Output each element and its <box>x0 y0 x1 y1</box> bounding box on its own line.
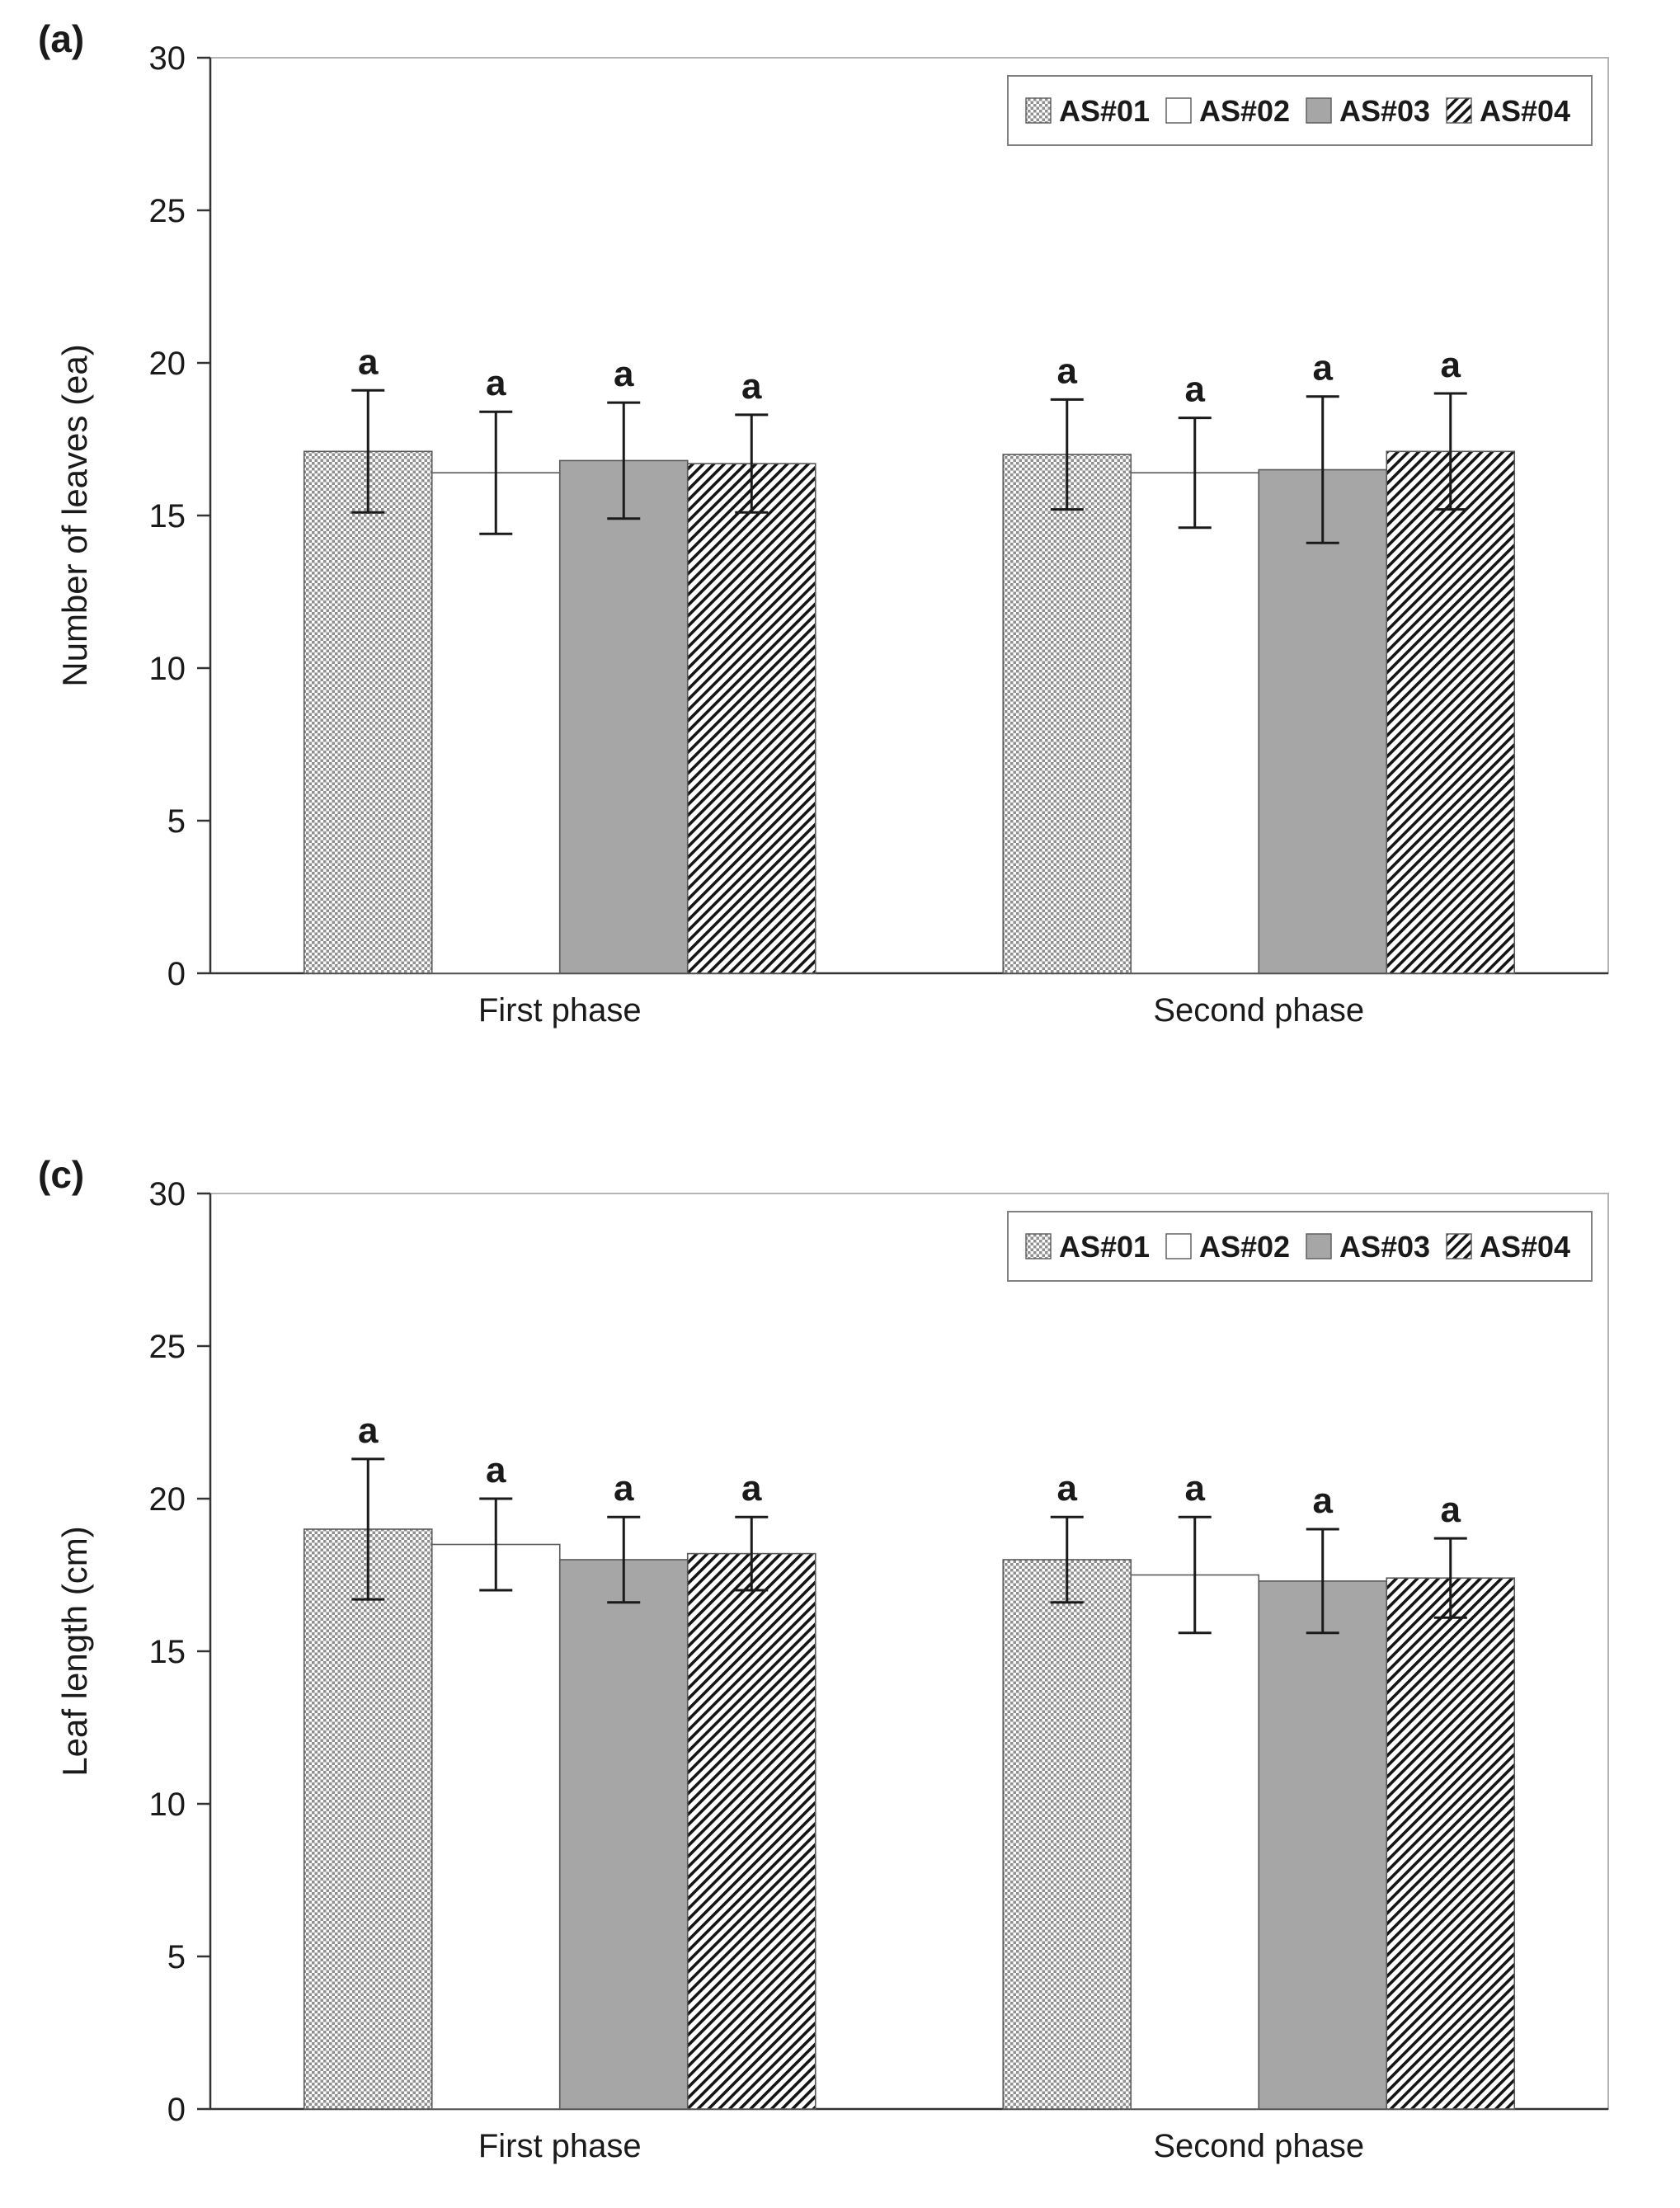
sig-label: a <box>1441 1490 1461 1530</box>
sig-label: a <box>486 1450 506 1490</box>
y-tick-label: 15 <box>149 498 186 534</box>
bar-as03-group1 <box>558 1559 689 2110</box>
x-category-label: First phase <box>478 2128 642 2164</box>
y-tick-label: 30 <box>149 1176 186 1212</box>
legend-swatch-dots <box>1025 1233 1052 1259</box>
y-tick-label: 20 <box>149 1481 186 1518</box>
y-axis-title: Leaf length (cm) <box>55 1526 94 1776</box>
panel-label-c: (c) <box>38 1153 85 1196</box>
bar-as01-group1 <box>303 1528 433 2110</box>
legend-label: AS#02 <box>1199 94 1290 128</box>
sig-label: a <box>1313 348 1334 388</box>
legend-swatch-solid <box>1306 1233 1332 1259</box>
bar-as02-group1 <box>431 1543 561 2110</box>
bar-chart-number-of-leaves: 0 5 10 15 20 25 30 Number of leaves (ea) First p… <box>55 40 1609 1029</box>
sig-label: a <box>614 1468 634 1509</box>
x-category-label: Second phase <box>1153 2128 1364 2164</box>
legend-label: AS#04 <box>1480 94 1570 128</box>
sig-label: a <box>486 363 506 403</box>
sig-label: a <box>1057 351 1078 391</box>
legend-swatch-solid <box>1306 97 1332 124</box>
bar-as03-group1 <box>558 459 689 974</box>
bar-as04-group1 <box>686 463 816 974</box>
legend-label: AS#01 <box>1059 1230 1150 1264</box>
y-axis-title: Number of leaves (ea) <box>55 344 94 687</box>
sig-label: a <box>741 366 762 407</box>
y-tick-label: 5 <box>167 1939 186 1975</box>
y-tick-label: 0 <box>167 2092 186 2128</box>
y-tick-label: 15 <box>149 1634 186 1670</box>
y-tick-label: 30 <box>149 40 186 77</box>
legend-swatch-hatch <box>1446 1233 1472 1259</box>
sig-label: a <box>1441 345 1461 385</box>
panel-label-a: (a) <box>38 17 85 60</box>
legend-label: AS#01 <box>1059 94 1150 128</box>
legend-swatch-white <box>1165 97 1192 124</box>
bar-as04-group2 <box>1386 1577 1516 2110</box>
y-tick-label: 25 <box>149 1329 186 1365</box>
legend-swatch-dots <box>1025 97 1052 124</box>
bar-as04-group1 <box>686 1552 816 2110</box>
bar-as02-group2 <box>1130 472 1260 974</box>
y-tick-label: 20 <box>149 346 186 382</box>
y-tick-label: 25 <box>149 193 186 229</box>
bar-as02-group2 <box>1130 1574 1260 2110</box>
legend-box <box>1007 75 1593 146</box>
bar-chart-leaf-length: 0 5 10 15 20 25 30 Leaf length (cm) First phase a… <box>55 1176 1609 2164</box>
sig-label: a <box>1185 1468 1206 1509</box>
sig-label: a <box>358 1410 379 1451</box>
sig-label: a <box>1185 370 1206 410</box>
legend-box <box>1007 1211 1593 1282</box>
bar-as02-group1 <box>431 472 561 974</box>
bar-as03-group2 <box>1258 1580 1388 2110</box>
sig-label: a <box>1313 1481 1334 1521</box>
y-tick-label: 10 <box>149 651 186 687</box>
legend-label: AS#03 <box>1339 94 1430 128</box>
sig-label: a <box>614 354 634 394</box>
bar-as03-group2 <box>1258 468 1388 974</box>
y-tick-label: 5 <box>167 803 186 840</box>
bar-as04-group2 <box>1386 450 1516 974</box>
x-category-label: Second phase <box>1153 992 1364 1029</box>
y-tick-label: 0 <box>167 956 186 992</box>
sig-label: a <box>741 1468 762 1509</box>
legend-swatch-hatch <box>1446 97 1472 124</box>
sig-label: a <box>358 341 379 382</box>
chart-panel-a: (a) 0 5 10 15 20 25 30 Number of leaves (ea) Fir… <box>0 0 1680 1072</box>
bar-as01-group1 <box>303 450 433 974</box>
sig-label: a <box>1057 1468 1078 1509</box>
x-category-label: First phase <box>478 992 642 1029</box>
chart-panel-c: (c) 0 5 10 15 20 25 30 Leaf length (cm) First ph… <box>0 1136 1680 2208</box>
legend-label: AS#04 <box>1480 1230 1570 1264</box>
bar-as01-group2 <box>1002 1559 1132 2110</box>
y-tick-label: 10 <box>149 1787 186 1823</box>
legend-swatch-white <box>1165 1233 1192 1259</box>
bar-as01-group2 <box>1002 454 1132 974</box>
legend-label: AS#02 <box>1199 1230 1290 1264</box>
legend-label: AS#03 <box>1339 1230 1430 1264</box>
